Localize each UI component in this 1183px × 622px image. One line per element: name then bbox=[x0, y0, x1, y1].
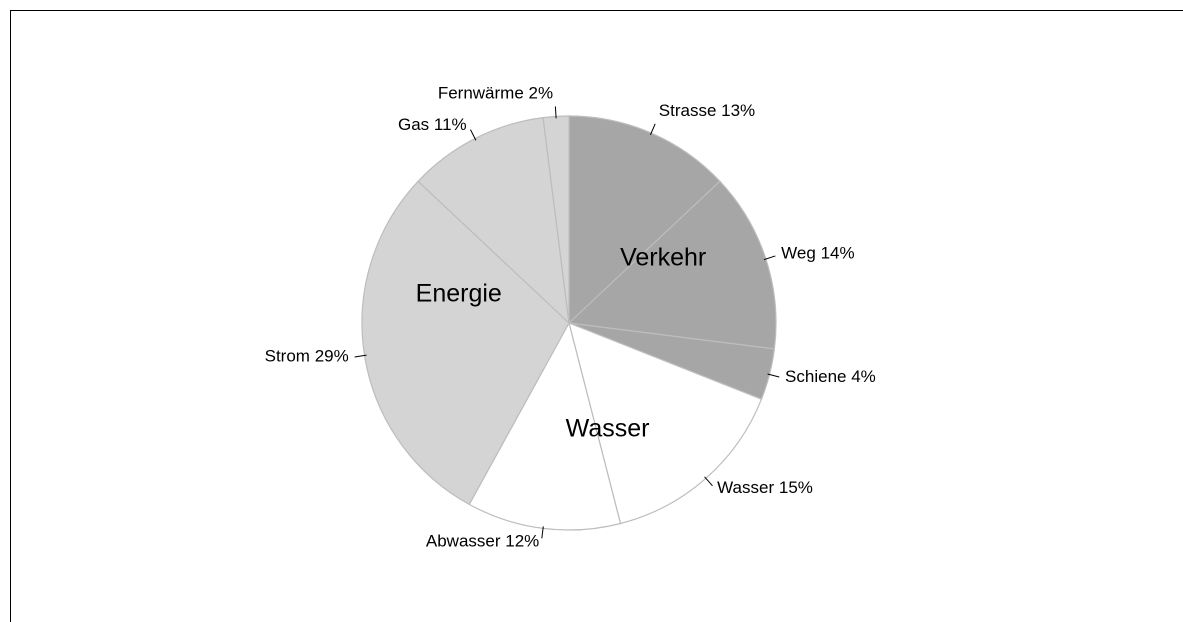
category-name: Weg bbox=[781, 244, 816, 263]
leader-line bbox=[354, 354, 367, 358]
group-label: Verkehr bbox=[620, 244, 706, 272]
leader-line bbox=[649, 123, 656, 136]
category-name: Wasser bbox=[717, 478, 774, 497]
value-label: 2% bbox=[529, 84, 554, 103]
data-label: Gas 11% bbox=[398, 116, 467, 135]
leader-line bbox=[767, 373, 780, 378]
frame bbox=[10, 10, 1183, 622]
value-label: 14% bbox=[821, 244, 855, 263]
data-label: Weg 14% bbox=[781, 244, 854, 263]
leader-line bbox=[763, 255, 776, 261]
value-label: 12% bbox=[505, 532, 539, 551]
data-label: Strom 29% bbox=[265, 347, 349, 366]
value-label: 29% bbox=[315, 347, 349, 366]
leader-line bbox=[470, 129, 477, 141]
category-name: Schiene bbox=[785, 367, 846, 386]
category-name: Strom bbox=[265, 347, 310, 366]
data-label: Strasse 13% bbox=[659, 102, 755, 121]
value-label: 13% bbox=[721, 102, 755, 121]
data-label: Abwasser 12% bbox=[426, 532, 539, 551]
data-label: Schiene 4% bbox=[785, 367, 876, 386]
leader-line bbox=[704, 476, 713, 487]
plot-area: Strasse 13% Weg 14% Schiene 4% Wasser 15% Ab… bbox=[265, 84, 876, 551]
value-label: 11% bbox=[434, 116, 467, 135]
value-label: 15% bbox=[779, 478, 813, 497]
category-name: Strasse bbox=[659, 102, 717, 121]
leader-line bbox=[541, 526, 544, 539]
leader-line bbox=[554, 106, 557, 119]
group-label: Wasser bbox=[566, 415, 650, 443]
category-name: Fernwärme bbox=[438, 84, 524, 103]
category-name: Gas bbox=[398, 116, 429, 135]
data-label: Wasser 15% bbox=[717, 478, 813, 497]
data-label: Fernwärme 2% bbox=[438, 84, 553, 103]
group-label: Energie bbox=[416, 279, 502, 307]
value-label: 4% bbox=[851, 367, 876, 386]
category-name: Abwasser bbox=[426, 532, 501, 551]
